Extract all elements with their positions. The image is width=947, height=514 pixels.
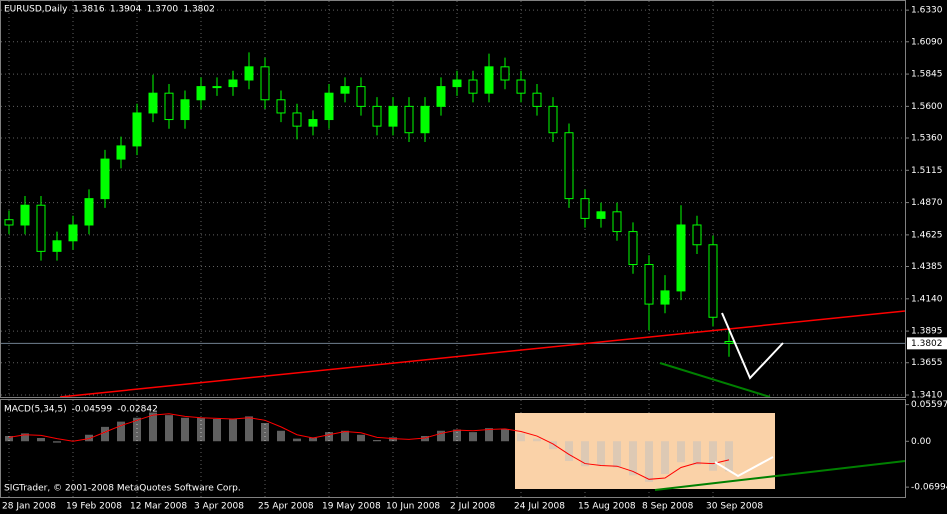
macd-header: MACD(5,34,5)	[4, 405, 67, 415]
x-tick-label: 24 Jul 2008	[514, 502, 565, 512]
symbol-header: EURUSD,Daily	[4, 5, 68, 15]
candle-body	[452, 79, 462, 88]
x-tick-label: 19 May 2008	[322, 502, 381, 512]
header-value: 1.3816	[73, 5, 105, 15]
marks	[4, 52, 734, 482]
header-value: 1.3700	[147, 5, 179, 15]
candle-body	[660, 290, 670, 305]
candle-body	[580, 198, 590, 219]
y-tick-label: 1.5115	[911, 166, 943, 176]
candle-body	[644, 264, 654, 305]
y-tick-label: 0.05597	[911, 400, 947, 410]
candle-body	[116, 145, 126, 160]
candle-body	[164, 92, 174, 121]
candle-body	[356, 86, 366, 107]
candle-body	[500, 66, 510, 81]
candle-body	[516, 79, 526, 94]
price-tag-label: 1.3802	[911, 339, 943, 349]
y-tick-label: 1.4385	[911, 262, 943, 272]
x-tick-label: 8 Sep 2008	[642, 502, 694, 512]
y-tick-label: 1.6330	[911, 6, 943, 16]
x-tick-label: 2 Jul 2008	[450, 502, 495, 512]
candle-body	[36, 204, 46, 252]
y-tick-label: 1.5845	[911, 70, 943, 80]
candle-body	[244, 66, 254, 81]
y-tick-label: -0.06994	[911, 483, 947, 493]
candle-body	[276, 99, 286, 114]
header-value: -0.04599	[72, 405, 113, 415]
x-tick-label: 10 Jun 2008	[386, 502, 440, 512]
candle-body	[260, 66, 270, 101]
candle-body	[388, 105, 398, 127]
y-tick-label: 1.4625	[911, 230, 943, 240]
main-pane-frame	[0, 0, 906, 398]
candle-body	[52, 240, 62, 252]
trend-line	[654, 460, 906, 491]
candle-body	[532, 92, 542, 107]
candle-body	[100, 158, 110, 200]
candle-body	[212, 86, 222, 89]
candle-body	[148, 92, 158, 114]
candle-body	[372, 105, 382, 127]
candle-body	[676, 224, 686, 292]
y-tick-label: 1.3655	[911, 358, 943, 368]
candle-body	[724, 341, 734, 344]
labels: 1.3410 1.3655 1.3895 1.4140 1.4385 1.4625 1.48…	[2, 6, 947, 512]
grid	[1, 1, 905, 497]
candle-body	[404, 105, 414, 134]
candle-body	[4, 219, 14, 226]
candle-body	[628, 231, 638, 266]
candle-body	[420, 105, 430, 134]
x-tick-label: 30 Sep 2008	[706, 502, 763, 512]
x-tick-label: 25 Apr 2008	[258, 502, 314, 512]
header-value: -0.02842	[117, 405, 157, 415]
candle-body	[292, 112, 302, 127]
price-tag	[907, 337, 947, 350]
candle-body	[468, 79, 478, 94]
projection-line	[714, 456, 774, 478]
y-tick-label: 1.6090	[911, 37, 943, 47]
x-tick-label: 12 Mar 2008	[130, 502, 187, 512]
header-value: 1.3904	[110, 5, 142, 15]
candle-body	[564, 132, 574, 200]
y-tick-label: 1.3895	[911, 327, 943, 337]
candle-body	[308, 119, 318, 127]
trend-line	[659, 362, 771, 398]
y-tick-label: 1.5600	[911, 102, 943, 112]
candle-body	[708, 244, 718, 318]
projection-line	[721, 312, 784, 380]
candle-body	[180, 99, 190, 121]
candle-body	[84, 198, 94, 226]
trend-line	[59, 310, 906, 398]
macd-pane-frame	[0, 399, 906, 498]
candle-body	[132, 112, 142, 147]
candle-body	[228, 79, 238, 88]
candle-body	[196, 86, 206, 101]
y-tick-label: 1.4870	[911, 198, 943, 208]
y-tick-label: 1.4140	[911, 294, 943, 304]
candle-body	[596, 211, 606, 219]
x-tick-label: 15 Aug 2008	[578, 502, 636, 512]
x-tick-label: 3 Apr 2008	[194, 502, 244, 512]
copyright: SIGTrader, © 2001-2008 MetaQuotes Softwa…	[4, 484, 241, 494]
candle-body	[692, 224, 702, 246]
x-tick-label: 19 Feb 2008	[66, 502, 122, 512]
candle-body	[68, 224, 78, 242]
signal-line	[8, 413, 730, 480]
x-tick-label: 28 Jan 2008	[2, 502, 56, 512]
y-tick-label: 1.3410	[911, 391, 943, 401]
candle-body	[612, 211, 622, 233]
candle-body	[20, 204, 30, 226]
header-value: 1.3802	[183, 5, 215, 15]
candle-body	[340, 86, 350, 94]
y-tick-label: 0.00	[911, 437, 931, 447]
candle-body	[548, 105, 558, 134]
y-tick-label: 1.5360	[911, 134, 943, 144]
candle-body	[436, 86, 446, 107]
candle-body	[484, 66, 494, 94]
candle-body	[324, 92, 334, 121]
